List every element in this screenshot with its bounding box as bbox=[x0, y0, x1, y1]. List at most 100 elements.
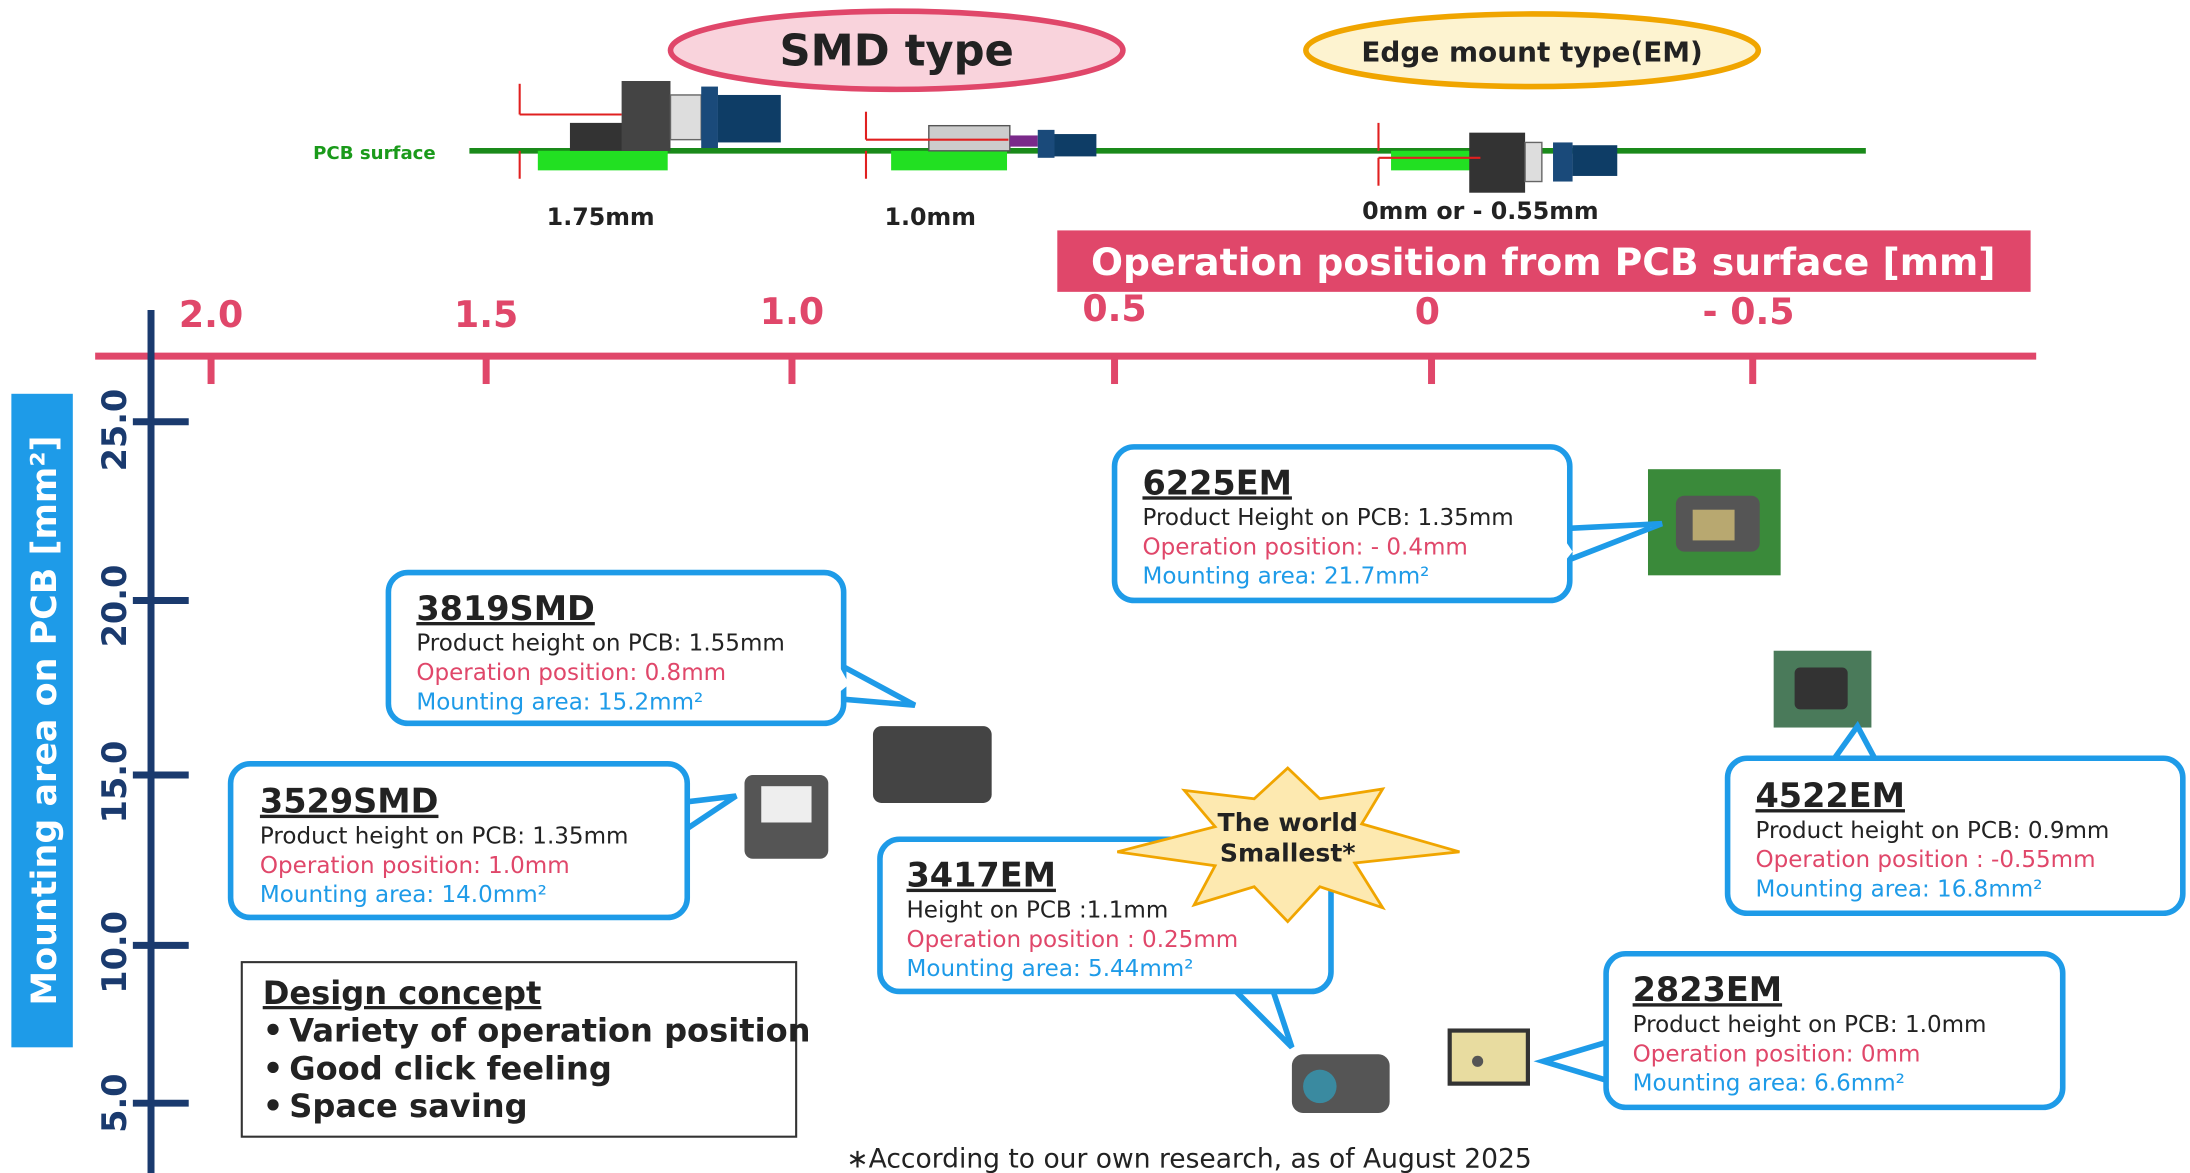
left-tick-label: 10.0 bbox=[95, 911, 134, 994]
product-name: 3819SMD bbox=[416, 589, 595, 628]
shape bbox=[1111, 444, 1573, 604]
bullet: • bbox=[263, 1049, 284, 1087]
concept-title: Design concept bbox=[263, 974, 542, 1012]
product-operation: Operation position : -0.55mm bbox=[1756, 847, 2096, 873]
bullet: • bbox=[263, 1012, 284, 1050]
smd-badge bbox=[667, 8, 1126, 93]
callout-3529smd: 3529SMD Product height on PCB: 1.35mm Op… bbox=[227, 761, 738, 921]
top-tick-label: 0 bbox=[1415, 290, 1440, 333]
shape bbox=[1037, 129, 1055, 158]
top-axis-title-bar bbox=[1057, 230, 2031, 292]
left-tick-label: 15.0 bbox=[95, 741, 134, 824]
product-height: Product Height on PCB: 1.35mm bbox=[1142, 505, 1513, 531]
product-name: 3529SMD bbox=[260, 782, 439, 821]
component-drawings bbox=[518, 80, 1618, 193]
product-height: Product height on PCB: 0.9mm bbox=[1756, 818, 2110, 844]
shape bbox=[621, 80, 671, 151]
product-operation: Operation position: 0.8mm bbox=[416, 660, 726, 686]
shape: 25.0 20.0 15.0 10.0 5.0 bbox=[95, 389, 134, 1133]
left-tick-label: 25.0 bbox=[95, 389, 134, 472]
top-tick-label: - 0.5 bbox=[1703, 290, 1795, 333]
shape: 2.0 1.5 1.0 0.5 0 - 0.5 bbox=[179, 287, 1795, 336]
top-tick-label: 2.0 bbox=[179, 293, 243, 336]
smd-type: SMD type bbox=[780, 27, 1014, 77]
shape bbox=[1724, 755, 2186, 917]
shape bbox=[1561, 534, 1573, 566]
shape bbox=[227, 761, 691, 921]
shape bbox=[537, 150, 668, 171]
product-images bbox=[744, 469, 1872, 1113]
shape bbox=[1303, 1069, 1337, 1104]
product-operation: Operation position : 0.25mm bbox=[906, 927, 1238, 953]
product-name: 3417EM bbox=[906, 856, 1055, 895]
top-tick-label: 0.5 bbox=[1082, 287, 1146, 330]
shape: • Variety of operation position • Good cli… bbox=[263, 1012, 811, 1125]
concept-item: Good click feeling bbox=[289, 1049, 612, 1087]
bullet: • bbox=[263, 1087, 284, 1125]
shape bbox=[1524, 141, 1543, 183]
height-label: 1.0mm bbox=[884, 203, 975, 231]
product-area: Mounting area: 15.2mm² bbox=[416, 689, 703, 715]
product-operation: Operation position: 0mm bbox=[1633, 1041, 1921, 1067]
shape bbox=[1692, 509, 1735, 541]
product-height: Product height on PCB: 1.55mm bbox=[416, 631, 785, 657]
shape bbox=[669, 94, 702, 141]
top-axis-title: Operation position from PCB surface [mm] bbox=[1091, 240, 1995, 284]
product-height: Product height on PCB: 1.35mm bbox=[260, 823, 629, 849]
product-height: Product height on PCB: 1.0mm bbox=[1633, 1012, 1987, 1038]
product-height: Height on PCB :1.1mm bbox=[906, 897, 1168, 923]
shape bbox=[1469, 132, 1526, 193]
concept-item: Space saving bbox=[289, 1087, 527, 1125]
shape bbox=[1391, 150, 1489, 171]
shape bbox=[761, 786, 812, 823]
height-label: 0mm or - 0.55mm bbox=[1362, 197, 1599, 225]
footnote: ∗According to our own research, as of Au… bbox=[846, 1143, 1531, 1173]
shape bbox=[891, 150, 1008, 171]
product-area: Mounting area: 16.8mm² bbox=[1756, 877, 2043, 903]
shape bbox=[1054, 134, 1097, 157]
left-tick-label: 20.0 bbox=[95, 565, 134, 648]
shape bbox=[518, 83, 1481, 186]
callout-3819smd: 3819SMD Product height on PCB: 1.55mm Op… bbox=[385, 569, 917, 727]
product-name: 2823EM bbox=[1633, 970, 1782, 1009]
shape bbox=[1794, 667, 1848, 710]
shape bbox=[835, 659, 850, 696]
star-text: The world bbox=[1218, 808, 1358, 837]
star-text: Smallest* bbox=[1220, 839, 1356, 868]
product-operation: Operation position: 1.0mm bbox=[260, 853, 570, 879]
product-operation: Operation position: - 0.4mm bbox=[1142, 534, 1467, 560]
concept-item: Variety of operation position bbox=[289, 1012, 810, 1050]
shape bbox=[1447, 1028, 1530, 1086]
product-name: 4522EM bbox=[1756, 776, 1905, 815]
left-axis-title: Mounting area on PCB [mm²] bbox=[25, 436, 65, 1006]
callout-2823em: 2823EM Product height on PCB: 1.0mm Oper… bbox=[1533, 950, 2066, 1111]
shape bbox=[1572, 145, 1618, 176]
star-badge bbox=[1116, 766, 1460, 924]
top-tick-label: 1.0 bbox=[760, 290, 824, 333]
left-axis-title-bar bbox=[11, 393, 73, 1048]
product-name: 6225EM bbox=[1142, 463, 1291, 502]
product-area: Mounting area: 6.6mm² bbox=[1633, 1071, 1905, 1097]
shape bbox=[717, 94, 781, 143]
callout-6225em: 6225EM Product Height on PCB: 1.35mm Ope… bbox=[1111, 444, 1663, 604]
left-tick-label: 5.0 bbox=[95, 1073, 134, 1132]
product-area: Mounting area: 14.0mm² bbox=[260, 882, 547, 908]
shape bbox=[1009, 135, 1038, 147]
shape bbox=[1472, 1055, 1484, 1067]
height-label: 1.75mm bbox=[547, 203, 655, 231]
product-area: Mounting area: 5.44mm² bbox=[906, 956, 1193, 982]
callout-4522em: 4522EM Product height on PCB: 0.9mm Oper… bbox=[1724, 720, 2186, 917]
shape bbox=[1553, 142, 1573, 182]
concept-box bbox=[240, 961, 798, 1138]
shape bbox=[872, 726, 992, 803]
shape bbox=[1603, 950, 2066, 1111]
product-area: Mounting area: 21.7mm² bbox=[1142, 564, 1429, 590]
shape bbox=[1533, 1036, 1616, 1086]
pcb-label: PCB surface bbox=[313, 143, 436, 164]
left-ticks bbox=[132, 418, 189, 1107]
shape bbox=[385, 569, 847, 727]
top-tick-label: 1.5 bbox=[454, 293, 518, 336]
em-type: Edge mount type(EM) bbox=[1361, 35, 1702, 68]
shape bbox=[928, 124, 1011, 152]
